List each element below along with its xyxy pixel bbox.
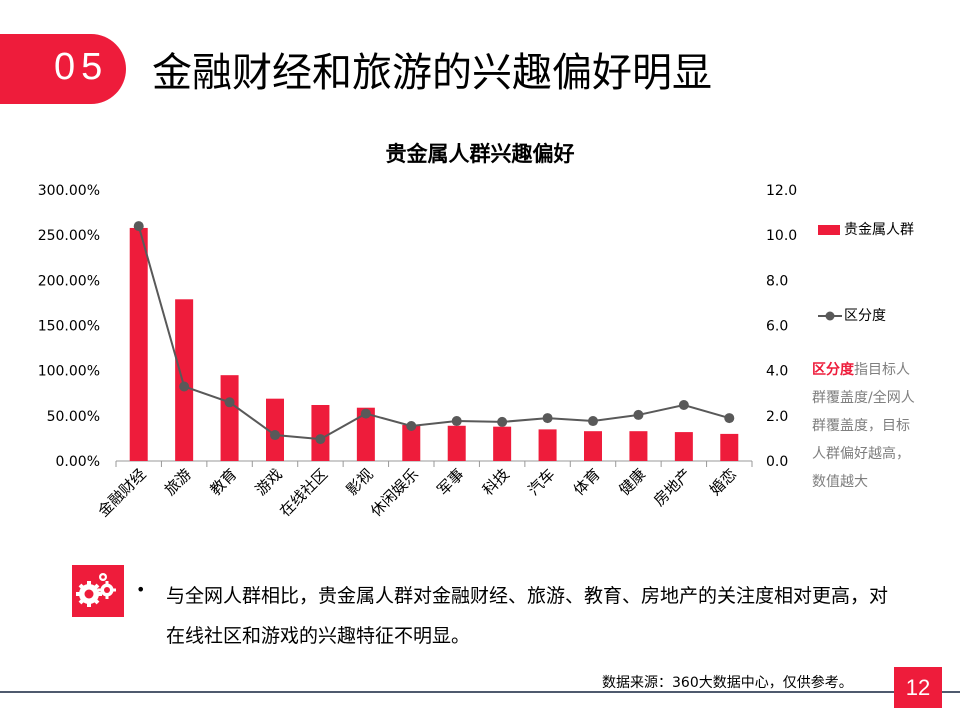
footer-divider: [0, 691, 960, 693]
x-tick-label: 旅游: [161, 465, 195, 499]
legend-line-swatch: [818, 311, 842, 321]
x-tick-label: 游戏: [252, 465, 286, 499]
x-tick-label: 健康: [615, 465, 649, 499]
legend-line-label: 区分度: [844, 308, 886, 324]
bar: [356, 407, 375, 461]
line-point: [724, 413, 735, 424]
legend-bar: 贵金属人群: [818, 219, 914, 239]
x-tick-label: 房地产: [650, 465, 695, 510]
annotation-note: 区分度指目标人群覆盖度/全网人群覆盖度，目标人群偏好越高，数值越大: [812, 356, 922, 496]
bar: [220, 375, 239, 461]
x-tick-label: 金融财经: [94, 465, 149, 520]
legend-bar-swatch: [818, 225, 840, 235]
y-left-tick-label: 0.00%: [56, 454, 100, 470]
section-badge: 05: [0, 34, 126, 104]
bar: [266, 398, 284, 461]
y-left-tick-label: 150.00%: [38, 319, 100, 335]
y-right-tick-label: 6.0: [766, 319, 788, 335]
y-left-tick-label: 50.00%: [47, 409, 100, 425]
bar: [538, 429, 557, 461]
y-left-tick-label: 250.00%: [38, 228, 100, 244]
page-title: 金融财经和旅游的兴趣偏好明显: [152, 50, 712, 96]
line-point: [133, 221, 144, 232]
line-point: [406, 420, 417, 431]
bar: [129, 227, 148, 461]
line-point: [678, 399, 689, 410]
y-left-tick-label: 300.00%: [38, 183, 100, 199]
data-source: 数据来源：360大数据中心，仅供参考。: [602, 675, 853, 691]
bullet: •: [136, 580, 146, 599]
x-tick-label: 汽车: [524, 465, 558, 499]
y-right-tick-label: 2.0: [766, 409, 788, 425]
summary-text: 与全网人群相比，贵金属人群对金融财经、旅游、教育、房地产的关注度相对更高，对在线…: [166, 585, 889, 647]
y-right-tick-label: 4.0: [766, 364, 788, 380]
bar: [493, 426, 512, 461]
bar: [720, 433, 739, 461]
line-point: [588, 416, 598, 427]
chart-title: 贵金属人群兴趣偏好: [385, 142, 575, 166]
y-right-tick-label: 8.0: [766, 273, 788, 289]
y-left-tick-label: 100.00%: [38, 364, 100, 380]
bar: [175, 299, 194, 461]
page-number: 12: [894, 667, 942, 708]
combo-chart: 0.00% 50.00% 100.00% 150.00% 200.00% 250.00% 3…: [38, 183, 797, 520]
bar: [674, 432, 693, 461]
bar: [584, 431, 602, 461]
y-left-tick-label: 200.00%: [38, 273, 100, 289]
y-right-tick-label: 10.0: [766, 228, 797, 244]
x-tick-label: 教育: [206, 465, 240, 499]
line-point: [360, 408, 371, 419]
bar: [447, 425, 466, 461]
x-tick-label: 影视: [343, 465, 377, 499]
x-tick-label: 科技: [479, 465, 513, 499]
legend-bar-label: 贵金属人群: [844, 222, 914, 238]
line-point: [179, 381, 190, 392]
line-point: [451, 416, 462, 427]
line-point: [542, 413, 553, 424]
section-number: 05: [54, 46, 109, 88]
legend-line: 区分度: [818, 305, 886, 325]
x-tick-label: 军事: [434, 465, 468, 499]
x-tick-label: 在线社区: [276, 465, 331, 520]
line-point: [633, 409, 644, 420]
line-point: [224, 397, 235, 408]
x-tick-label: 婚恋: [706, 465, 740, 499]
bar: [311, 404, 330, 461]
line-point: [315, 434, 326, 445]
x-tick-label: 体育: [570, 465, 604, 499]
annotation-term: 区分度: [812, 362, 854, 378]
y-right-tick-label: 0.0: [766, 454, 788, 470]
bar: [402, 424, 421, 461]
x-tick-label: 休闲娱乐: [367, 465, 422, 520]
line-point: [497, 416, 508, 427]
y-right-tick-label: 12.0: [766, 183, 797, 199]
line-point: [270, 430, 280, 441]
gears-icon: [72, 565, 124, 617]
bar: [629, 431, 648, 461]
annotation-text: 指目标人群覆盖度/全网人群覆盖度，目标人群偏好越高，数值越大: [812, 362, 915, 490]
line-series: [137, 225, 730, 441]
